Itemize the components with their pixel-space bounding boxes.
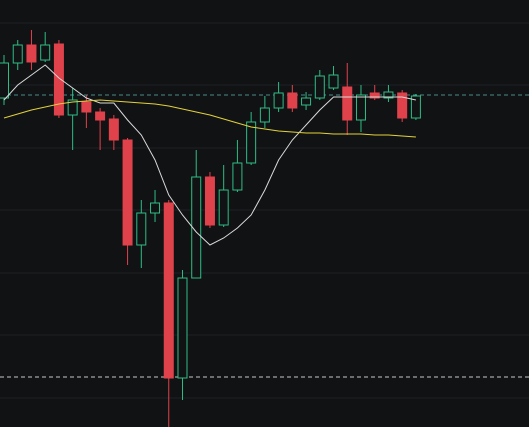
- candle-body: [246, 121, 257, 164]
- candle-body: [81, 101, 92, 113]
- candle-body: [383, 91, 394, 99]
- candle-body: [301, 97, 312, 106]
- candle-body: [369, 92, 380, 99]
- candle-body: [67, 99, 78, 116]
- candle-body: [150, 202, 161, 214]
- candle-body: [287, 92, 298, 109]
- candle-body: [397, 92, 408, 119]
- candle-body: [232, 162, 243, 191]
- moving-average: [3, 99, 416, 138]
- candle-body: [177, 277, 188, 379]
- candle-body: [122, 139, 133, 246]
- candle-body: [328, 74, 339, 89]
- candle-body: [342, 86, 353, 121]
- candle-body: [273, 92, 284, 109]
- candle-body: [191, 176, 202, 279]
- candle-body: [40, 44, 51, 61]
- candle-body: [95, 111, 106, 121]
- candle-body: [26, 44, 37, 63]
- candle-body: [0, 62, 9, 99]
- candle-body: [204, 176, 215, 226]
- candle-body: [314, 75, 325, 99]
- candle-body: [218, 189, 229, 226]
- candle-body: [53, 43, 64, 116]
- candle-body: [136, 212, 147, 246]
- moving-average: [3, 64, 417, 246]
- candle-body: [12, 44, 23, 64]
- candle-body: [163, 202, 174, 379]
- candle-body: [410, 95, 421, 119]
- candle-body: [108, 118, 119, 141]
- candle-body: [259, 107, 270, 123]
- candle-body: [355, 94, 366, 121]
